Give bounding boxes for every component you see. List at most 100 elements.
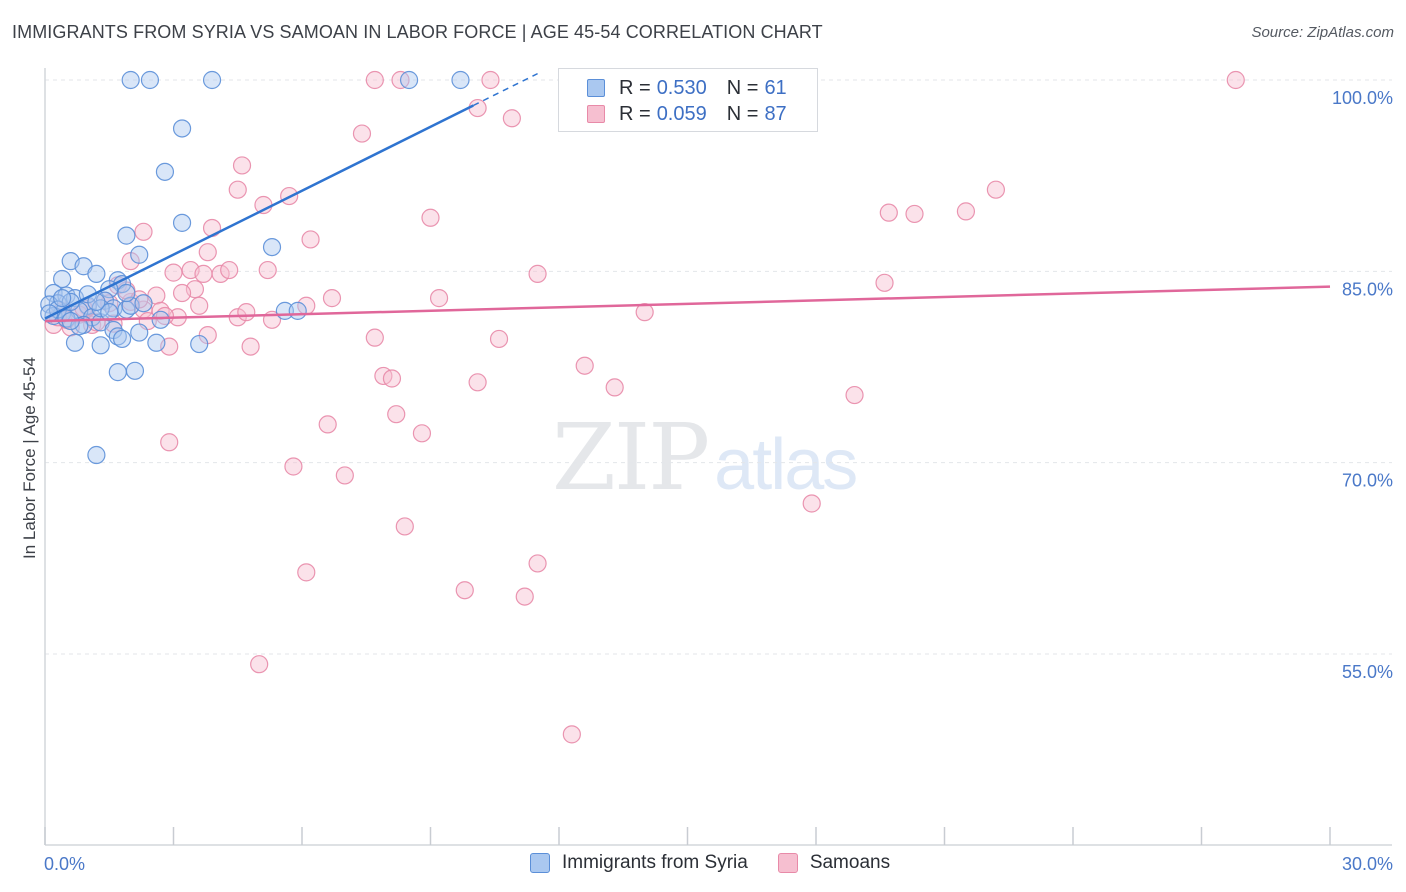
syria-point	[53, 289, 72, 308]
syria-point	[399, 70, 419, 90]
samoans-point	[387, 405, 406, 424]
syria-point	[65, 333, 85, 352]
syria-point	[288, 301, 307, 320]
samoans-point	[250, 655, 269, 674]
samoans-point	[241, 337, 260, 356]
x-tick-label-min: 0.0%	[44, 854, 85, 874]
trend-lines	[44, 72, 1331, 323]
syria-point	[112, 329, 132, 349]
legend-item-samoans[interactable]: Samoans	[777, 852, 890, 874]
syria-point	[130, 245, 149, 264]
samoans-point	[228, 180, 247, 199]
syria-point	[117, 283, 136, 303]
watermark: ZIPatlas	[552, 404, 858, 511]
syria-point	[53, 269, 72, 289]
legend-n-label: N =	[726, 102, 759, 125]
samoans-point	[481, 70, 500, 90]
chart-title: IMMIGRANTS FROM SYRIA VS SAMOAN IN LABOR…	[12, 22, 823, 42]
syria-points	[40, 70, 470, 465]
syria-point	[202, 70, 222, 90]
source-label: Source: ZipAtlas.com	[1251, 24, 1394, 41]
legend-swatch-syria	[530, 853, 550, 873]
syria-point	[87, 264, 106, 283]
samoans-point	[335, 466, 354, 485]
samoans-point	[232, 156, 252, 175]
syria-point	[130, 323, 149, 342]
samoans-point	[635, 303, 654, 322]
samoans-point	[879, 203, 898, 222]
samoans-point	[502, 109, 521, 128]
samoans-point	[134, 222, 153, 241]
syria-trend-line	[44, 104, 474, 320]
syria-point	[121, 70, 140, 90]
legend-row-syria: R = 0.530 N = 61	[587, 76, 787, 100]
legend-swatch-samoans	[777, 853, 798, 873]
samoans-point	[237, 303, 256, 322]
samoans-point	[1226, 70, 1245, 90]
samoans-point	[382, 369, 402, 388]
samoans-point	[365, 70, 384, 90]
syria-point	[134, 294, 153, 313]
samoans-point	[211, 264, 230, 283]
samoans-point	[575, 356, 594, 375]
legend-r-label: R =	[619, 102, 651, 125]
watermark-atlas: atlas	[714, 425, 858, 505]
samoans-point	[562, 725, 581, 744]
samoans-point	[172, 283, 192, 303]
syria-point	[172, 213, 192, 232]
samoans-point	[297, 563, 316, 582]
syria-point	[87, 445, 106, 465]
samoans-point	[528, 554, 547, 573]
samoans-point	[190, 296, 209, 315]
samoans-point	[220, 260, 239, 280]
correlation-legend: R = 0.530 N = 61 R = 0.059 N = 87	[558, 68, 818, 132]
samoans-point	[956, 202, 976, 221]
samoans-point	[905, 204, 924, 224]
samoans-point	[365, 328, 384, 347]
samoans-points	[44, 70, 1245, 744]
samoans-point	[468, 98, 487, 118]
legend-swatch-samoans	[587, 105, 605, 123]
y-tick-label: 70.0%	[1342, 471, 1393, 491]
legend-label-syria: Immigrants from Syria	[562, 852, 748, 873]
syria-point	[108, 363, 127, 382]
samoans-point	[284, 457, 303, 476]
y-tick-label: 85.0%	[1342, 279, 1393, 299]
x-tick-label-max: 30.0%	[1342, 854, 1393, 874]
legend-r-value-samoans: 0.059	[656, 102, 707, 125]
samoans-point	[318, 415, 337, 434]
samoans-point	[202, 218, 222, 238]
syria-point	[262, 237, 282, 257]
syria-point	[117, 226, 136, 245]
syria-point	[100, 303, 119, 322]
samoans-point	[322, 289, 342, 308]
syria-trend-extension	[472, 72, 538, 107]
samoans-point	[160, 433, 179, 452]
y-tick-label: 55.0%	[1342, 662, 1393, 682]
legend-item-syria[interactable]: Immigrants from Syria	[530, 852, 748, 874]
samoans-point	[258, 260, 277, 280]
axes	[44, 68, 1392, 846]
legend-r-value-syria: 0.530	[656, 76, 707, 99]
samoans-point	[301, 230, 320, 249]
samoans-point	[845, 385, 864, 405]
syria-point	[125, 361, 145, 380]
syria-point	[91, 336, 110, 355]
samoans-point	[164, 263, 183, 282]
syria-point	[172, 119, 192, 138]
syria-point	[147, 333, 166, 352]
samoans-point	[468, 373, 487, 392]
samoans-point	[986, 180, 1006, 199]
samoans-point	[875, 273, 894, 292]
series-legend: Immigrants from Syria Samoans	[530, 852, 920, 874]
watermark-zip: ZIP	[552, 404, 710, 511]
samoans-point	[489, 329, 509, 349]
samoans-point	[198, 243, 217, 262]
samoans-point	[605, 378, 624, 397]
syria-point	[190, 334, 209, 354]
y-tick-label: 100.0%	[1332, 88, 1393, 108]
syria-point	[140, 70, 160, 90]
legend-row-samoans: R = 0.059 N = 87	[587, 102, 787, 126]
samoans-point	[528, 264, 547, 283]
